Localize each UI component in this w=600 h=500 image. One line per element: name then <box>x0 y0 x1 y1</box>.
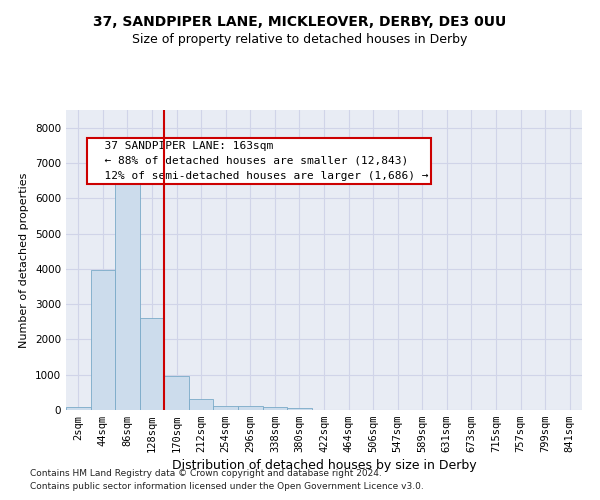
Bar <box>140 318 164 410</box>
Bar <box>214 406 238 410</box>
Bar <box>189 399 214 410</box>
Text: Contains public sector information licensed under the Open Government Licence v3: Contains public sector information licen… <box>30 482 424 491</box>
Text: 37, SANDPIPER LANE, MICKLEOVER, DERBY, DE3 0UU: 37, SANDPIPER LANE, MICKLEOVER, DERBY, D… <box>94 15 506 29</box>
Bar <box>66 407 91 410</box>
Bar <box>164 376 189 410</box>
X-axis label: Distribution of detached houses by size in Derby: Distribution of detached houses by size … <box>172 460 476 472</box>
Bar <box>238 406 263 410</box>
Bar <box>91 270 115 410</box>
Text: Contains HM Land Registry data © Crown copyright and database right 2024.: Contains HM Land Registry data © Crown c… <box>30 468 382 477</box>
Bar <box>115 178 140 410</box>
Bar <box>263 407 287 410</box>
Bar <box>287 408 312 410</box>
Text: 37 SANDPIPER LANE: 163sqm
  ← 88% of detached houses are smaller (12,843)
  12% : 37 SANDPIPER LANE: 163sqm ← 88% of detac… <box>91 141 428 180</box>
Text: Size of property relative to detached houses in Derby: Size of property relative to detached ho… <box>133 32 467 46</box>
Y-axis label: Number of detached properties: Number of detached properties <box>19 172 29 348</box>
